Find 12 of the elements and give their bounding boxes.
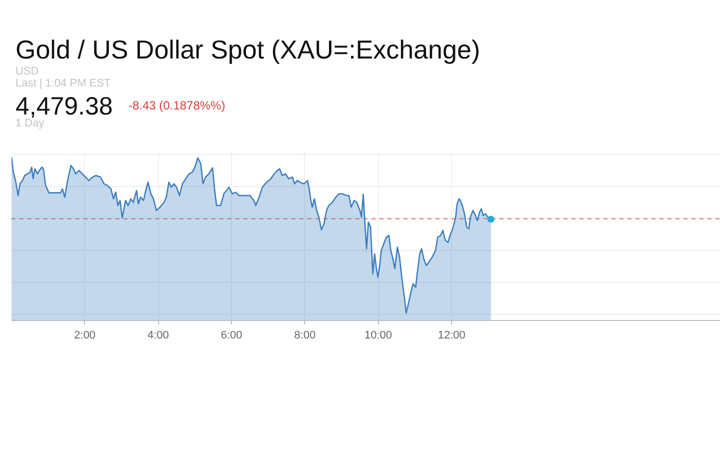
x-tick-label: 12:00 — [438, 330, 466, 342]
x-tick-label: 10:00 — [364, 330, 392, 342]
x-tick-label: 2:00 — [74, 330, 96, 342]
text: -8.43 (0.1878%%) — [128, 98, 226, 112]
text: Last | 1:04 PM EST — [16, 78, 111, 90]
chart-title: Gold / US Dollar Spot (XAU=:Exchange) — [16, 34, 480, 64]
text: 4,479.38 — [16, 92, 113, 120]
x-tick-label: 6:00 — [220, 330, 242, 342]
text: 1 Day — [16, 118, 45, 130]
chart-subtitle: USD — [16, 66, 39, 78]
x-tick-label: 4:00 — [148, 330, 169, 342]
x-tick-label: 8:00 — [294, 330, 316, 342]
